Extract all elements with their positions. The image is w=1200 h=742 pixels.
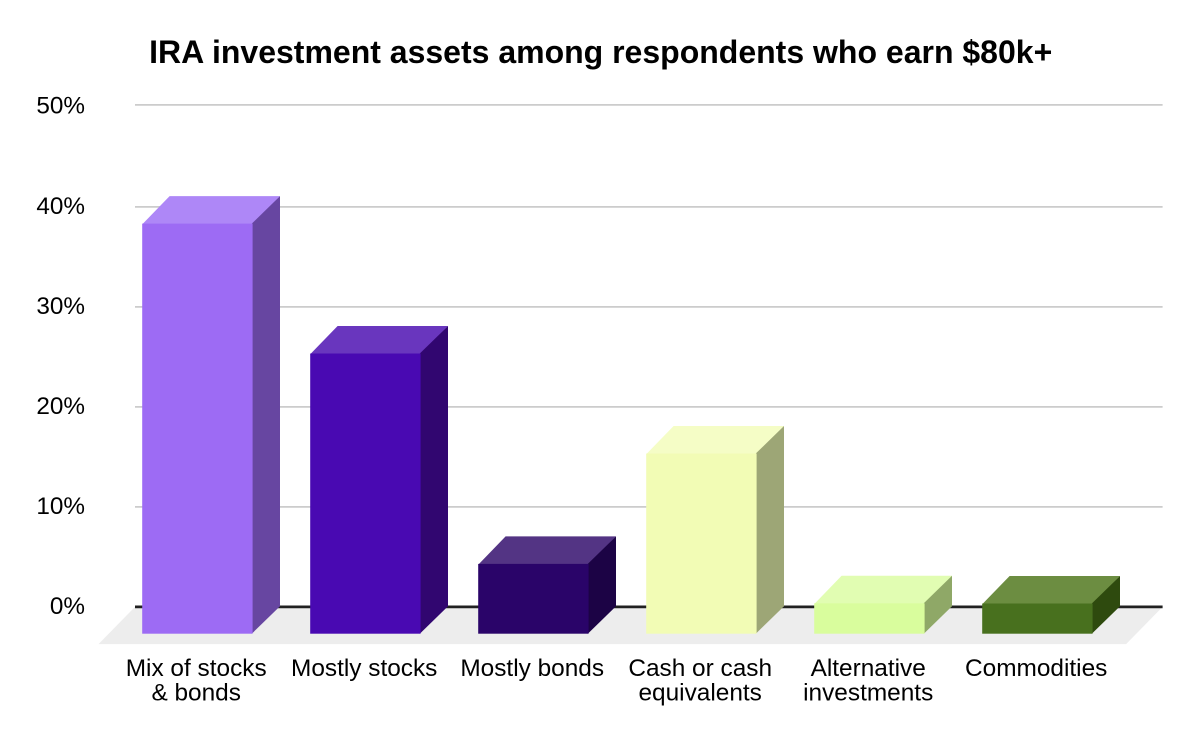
svg-text:50%: 50% bbox=[36, 92, 85, 119]
svg-text:Commodities: Commodities bbox=[965, 655, 1107, 682]
svg-text:20%: 20% bbox=[36, 393, 85, 420]
svg-text:IRA investment assets among re: IRA investment assets among respondents … bbox=[149, 34, 1052, 70]
svg-text:30%: 30% bbox=[36, 293, 85, 320]
svg-text:10%: 10% bbox=[36, 493, 85, 520]
svg-text:Mostly bonds: Mostly bonds bbox=[460, 655, 604, 682]
svg-text:Mostly stocks: Mostly stocks bbox=[291, 655, 437, 682]
svg-text:0%: 0% bbox=[50, 593, 85, 620]
svg-text:40%: 40% bbox=[36, 193, 85, 220]
